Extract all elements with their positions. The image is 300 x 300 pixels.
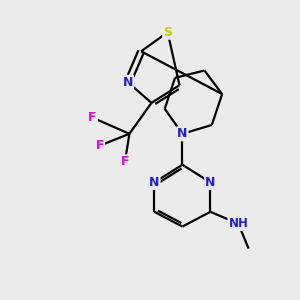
Text: F: F <box>96 139 104 152</box>
Text: F: F <box>121 155 129 168</box>
Text: NH: NH <box>228 217 248 230</box>
Text: F: F <box>88 111 97 124</box>
Text: S: S <box>163 26 172 39</box>
Text: N: N <box>205 176 215 189</box>
Text: N: N <box>177 127 188 140</box>
Text: N: N <box>123 76 133 89</box>
Text: N: N <box>149 176 160 189</box>
